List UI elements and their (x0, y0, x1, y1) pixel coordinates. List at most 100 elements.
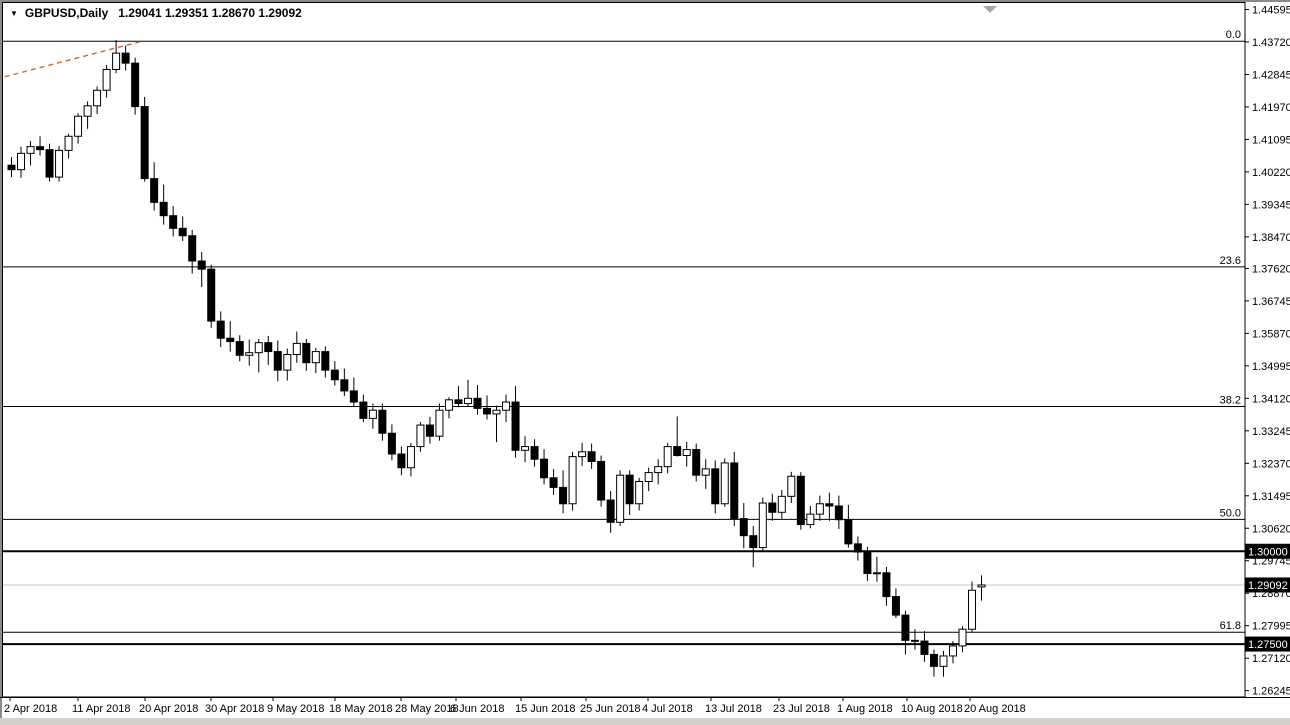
candle-body-bear (264, 342, 273, 353)
horizontal-lines[interactable] (2, 550, 1245, 646)
candle (768, 493, 777, 521)
window-frame-left (0, 0, 2, 719)
price-axis[interactable]: 1.44595 1.43720 1.42845 1.41970 1.41095 1.402… (1245, 5, 1290, 698)
candle (958, 626, 967, 653)
candle (616, 470, 625, 527)
date-label: 1 Aug 2018 (837, 703, 893, 715)
candle (17, 146, 26, 178)
candle-body-bear (150, 178, 159, 203)
candle-body-bull (254, 342, 263, 354)
candle-body-bear (549, 477, 558, 488)
candle-body-bear (226, 337, 235, 343)
chart-dropdown-icon[interactable]: ▼ (10, 8, 18, 18)
candle-body-bull (701, 468, 710, 476)
candle-body-bull (93, 89, 102, 107)
candle (283, 348, 292, 381)
candle-body-bull (463, 397, 472, 405)
date-label: 9 May 2018 (267, 703, 324, 715)
candle (188, 229, 197, 274)
candle (226, 321, 235, 352)
candle (891, 588, 900, 619)
candle-body-bull (644, 472, 653, 482)
fib-label-50.0: 50.0 (1220, 507, 1241, 519)
candle (45, 143, 54, 182)
price-label: 1.35870 (1252, 328, 1290, 340)
candle-body-bull (492, 409, 501, 415)
date-label: 15 Jun 2018 (515, 703, 576, 715)
candle (692, 443, 701, 482)
candle (178, 216, 187, 241)
candle-body-bull (758, 502, 767, 549)
candle (273, 340, 282, 382)
price-label: 1.30620 (1252, 523, 1290, 535)
price-label: 1.44595 (1252, 5, 1290, 17)
candle (397, 446, 406, 476)
candle (834, 495, 843, 529)
date-label: 18 May 2018 (329, 703, 393, 715)
date-label: 6 Jun 2018 (450, 703, 504, 715)
candle-body-bull (948, 645, 957, 657)
candle-body-bear (425, 424, 434, 437)
candle (511, 386, 520, 458)
candle (663, 442, 672, 474)
price-label: 1.42845 (1252, 69, 1290, 81)
candle-body-bear (397, 453, 406, 469)
candle (597, 455, 606, 507)
candle (112, 40, 121, 74)
chart-shift-marker-icon[interactable] (983, 6, 997, 13)
candle-body-bull (245, 352, 254, 356)
price-tag-bg (1245, 636, 1290, 652)
candle (131, 57, 140, 115)
candle (140, 96, 149, 182)
candle (292, 331, 301, 363)
candle (378, 403, 387, 441)
candle (435, 403, 444, 441)
candle (901, 610, 910, 655)
candle (939, 650, 948, 677)
candle-body-bear (159, 201, 168, 217)
candle-body-bull (406, 446, 415, 469)
candle-body-bear (207, 268, 216, 322)
candle (368, 403, 377, 429)
candle (929, 649, 938, 677)
candle-body-bear (330, 369, 339, 381)
time-axis[interactable]: 2 Apr 2018 11 Apr 2018 20 Apr 2018 30 Apr 2… (0, 697, 1290, 715)
trendline[interactable] (0, 40, 144, 79)
candle (7, 157, 16, 178)
date-label: 23 Jul 2018 (773, 703, 830, 715)
candle-body-bear (178, 227, 187, 237)
candle (349, 377, 358, 408)
candle-body-bear (796, 475, 805, 526)
candle-body-bull (777, 495, 786, 513)
candle-body-bear (625, 474, 634, 505)
candle (758, 497, 767, 551)
candle (444, 397, 453, 419)
candle (245, 339, 254, 366)
candle (673, 416, 682, 457)
date-label: 20 Aug 2018 (964, 703, 1026, 715)
price-label: 1.27120 (1252, 653, 1290, 665)
date-label: 30 Apr 2018 (205, 703, 264, 715)
candle-body-bear (473, 397, 482, 409)
candle-body-bull (17, 152, 26, 171)
candle-body-bull (958, 628, 967, 647)
candle-body-bull (682, 449, 691, 456)
candle-body-bull (806, 513, 815, 526)
window-frame-bottom (0, 718, 1290, 725)
candle (387, 424, 396, 461)
candle-body-bull (435, 409, 444, 437)
chart-symbol-period: GBPUSD,Daily (24, 6, 109, 20)
candle (454, 386, 463, 408)
candle-body-bull (311, 351, 320, 364)
candle-body-bear (891, 596, 900, 616)
price-tag-1.30000: 1.30000 (1248, 546, 1288, 558)
price-label: 1.41970 (1252, 102, 1290, 114)
candle-body-bull (55, 149, 64, 178)
candle (359, 394, 368, 423)
fib-label-38.2: 38.2 (1220, 394, 1241, 406)
price-label: 1.38470 (1252, 232, 1290, 244)
candle-body-bear (454, 399, 463, 405)
